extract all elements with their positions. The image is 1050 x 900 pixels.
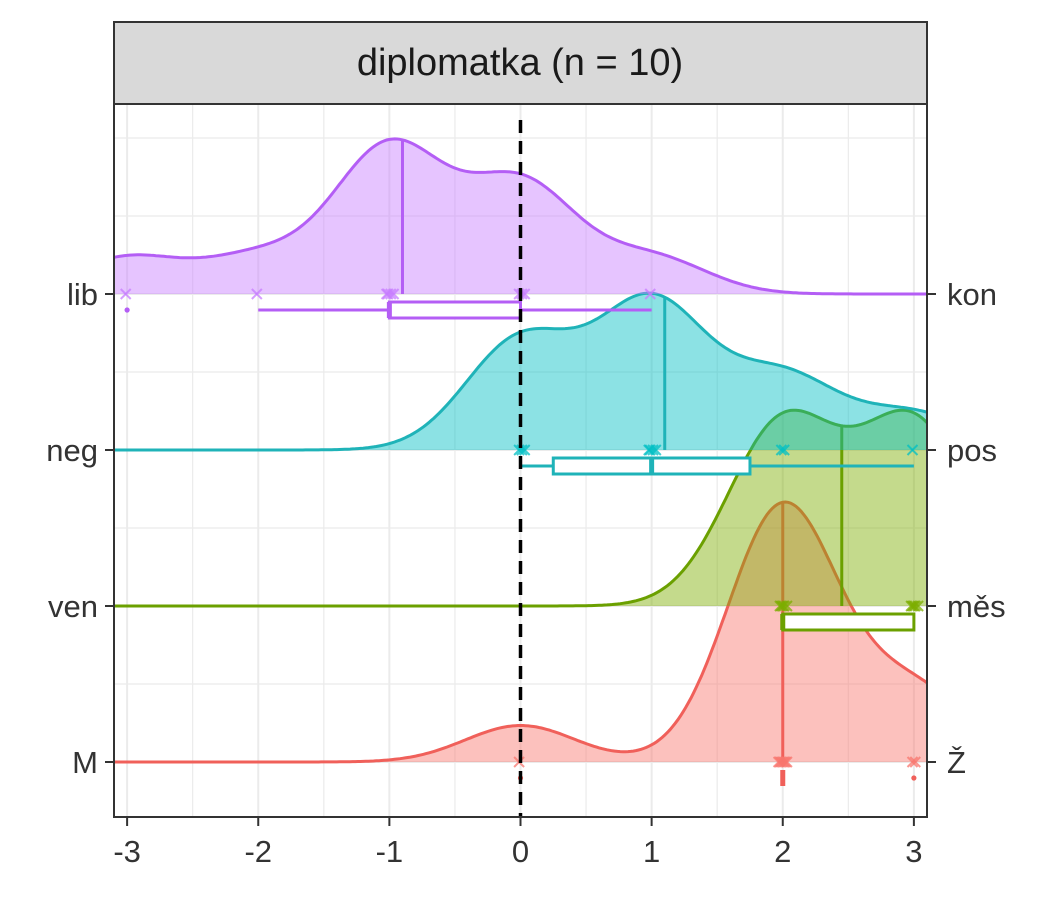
boxplot-lib-kon bbox=[124, 300, 652, 320]
data-point-ven-měs bbox=[774, 600, 786, 612]
box-layer bbox=[124, 300, 917, 786]
y-tick-label-right: Ž bbox=[947, 745, 966, 780]
facet-strip-background bbox=[113, 21, 928, 105]
data-point-M-Ž bbox=[777, 756, 789, 768]
x-tick-label: 2 bbox=[774, 834, 791, 869]
y-tick-label-left: ven bbox=[48, 589, 98, 624]
data-point-M-Ž bbox=[772, 756, 785, 768]
density-line-M-Ž bbox=[114, 500, 928, 764]
box-iqr bbox=[387, 300, 522, 320]
x-tick-label: -2 bbox=[244, 834, 272, 869]
outlier-point bbox=[124, 307, 130, 313]
points-layer bbox=[120, 288, 924, 768]
data-point-neg-pos bbox=[775, 444, 788, 456]
data-point-neg-pos bbox=[643, 444, 655, 456]
data-point-ven-měs bbox=[777, 600, 789, 612]
data-point-M-Ž bbox=[906, 756, 919, 768]
facet-strip: diplomatka (n = 10) bbox=[113, 21, 928, 105]
boxplot-neg-pos bbox=[520, 456, 914, 476]
data-point-lib-kon bbox=[385, 288, 397, 300]
data-point-lib-kon bbox=[251, 288, 263, 300]
boxplot-ven-měs bbox=[780, 612, 916, 632]
x-tick-label: 1 bbox=[643, 834, 660, 869]
y-tick-label-left: neg bbox=[46, 433, 98, 468]
y-tick-label-left: M bbox=[72, 745, 98, 780]
density-area-ven-měs bbox=[114, 410, 927, 606]
data-point-M-Ž bbox=[909, 756, 921, 768]
density-area-M-Ž bbox=[114, 502, 927, 762]
box-iqr bbox=[781, 612, 916, 632]
outlier-point bbox=[911, 775, 917, 781]
density-area-neg-pos bbox=[114, 293, 927, 450]
data-point-neg-pos bbox=[516, 444, 528, 456]
data-point-ven-měs bbox=[905, 600, 917, 612]
data-point-ven-měs bbox=[908, 600, 920, 612]
data-point-neg-pos bbox=[647, 444, 659, 456]
y-tick-label-right: pos bbox=[947, 433, 997, 468]
x-tick-label: -1 bbox=[376, 834, 404, 869]
x-tick-label: 0 bbox=[512, 834, 529, 869]
y-tick-label-left: lib bbox=[67, 277, 98, 312]
facet-title: diplomatka (n = 10) bbox=[357, 42, 683, 84]
data-point-lib-kon bbox=[120, 288, 132, 300]
data-point-lib-kon bbox=[644, 288, 656, 300]
data-point-neg-pos bbox=[906, 444, 919, 456]
y-tick-label-right: měs bbox=[947, 589, 1006, 624]
data-point-neg-pos bbox=[778, 444, 790, 456]
x-tick-label: 3 bbox=[905, 834, 922, 869]
x-tick-label: -3 bbox=[113, 834, 141, 869]
y-tick-label-right: kon bbox=[947, 277, 997, 312]
data-point-lib-kon bbox=[380, 288, 393, 300]
